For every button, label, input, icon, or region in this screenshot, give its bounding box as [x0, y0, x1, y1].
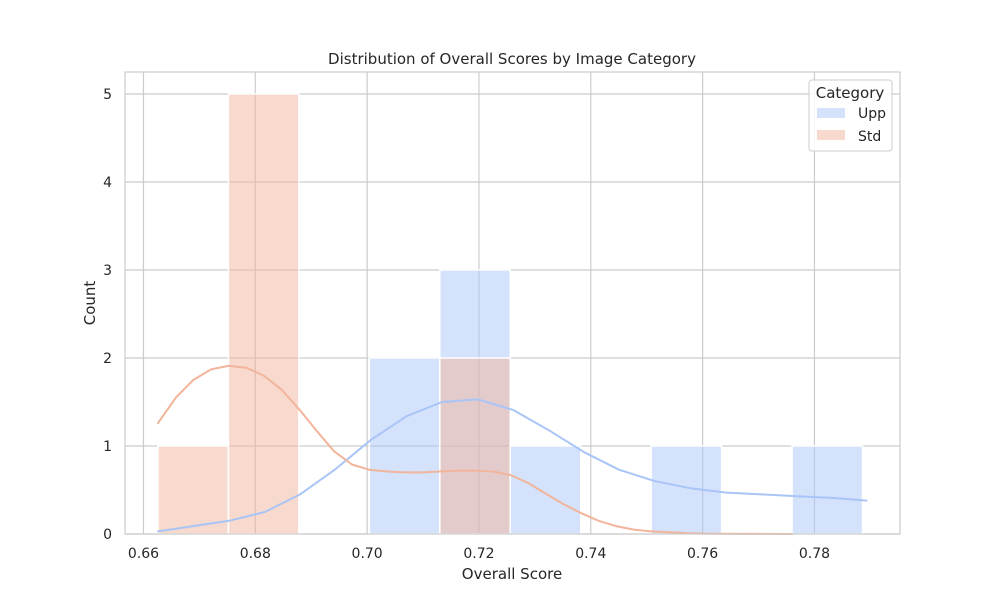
bar-upp	[791, 445, 864, 535]
kde-curves	[157, 364, 868, 535]
bar-std	[439, 357, 512, 535]
bar-upp	[368, 357, 441, 535]
legend-swatch-std	[817, 130, 845, 140]
legend-label-upp: Upp	[858, 106, 886, 122]
x-tick-label: 0.70	[352, 546, 383, 562]
y-axis-ticks: 0 1 2 3 4 5	[103, 87, 112, 543]
x-tick-label: 0.76	[687, 546, 718, 562]
y-tick-label: 5	[103, 87, 112, 103]
x-tick-label: 0.74	[575, 546, 606, 562]
legend: Category Upp Std	[808, 79, 893, 152]
bars	[157, 93, 864, 535]
bar-std	[227, 93, 300, 535]
x-tick-label: 0.66	[128, 546, 159, 562]
kde-line-upp	[157, 398, 868, 533]
kde-line-std	[157, 364, 794, 535]
x-axis-ticks: 0.66 0.68 0.70 0.72 0.74 0.76 0.78	[128, 546, 830, 562]
legend-label-std: Std	[858, 129, 881, 145]
x-tick-label: 0.72	[463, 546, 494, 562]
y-tick-label: 0	[103, 527, 112, 543]
legend-title: Category	[816, 84, 885, 102]
plot-frame	[124, 71, 901, 535]
y-tick-label: 1	[103, 439, 112, 455]
bar-upp	[509, 445, 582, 535]
bar-std	[157, 445, 230, 535]
y-tick-label: 3	[103, 263, 112, 279]
chart-title: Distribution of Overall Scores by Image …	[328, 50, 696, 68]
y-axis-label: Count	[81, 281, 99, 326]
x-tick-label: 0.78	[799, 546, 830, 562]
legend-swatch-upp	[817, 108, 845, 118]
y-tick-label: 4	[103, 175, 112, 191]
x-axis-label: Overall Score	[462, 565, 562, 583]
x-tick-label: 0.68	[240, 546, 271, 562]
y-tick-label: 2	[103, 351, 112, 367]
